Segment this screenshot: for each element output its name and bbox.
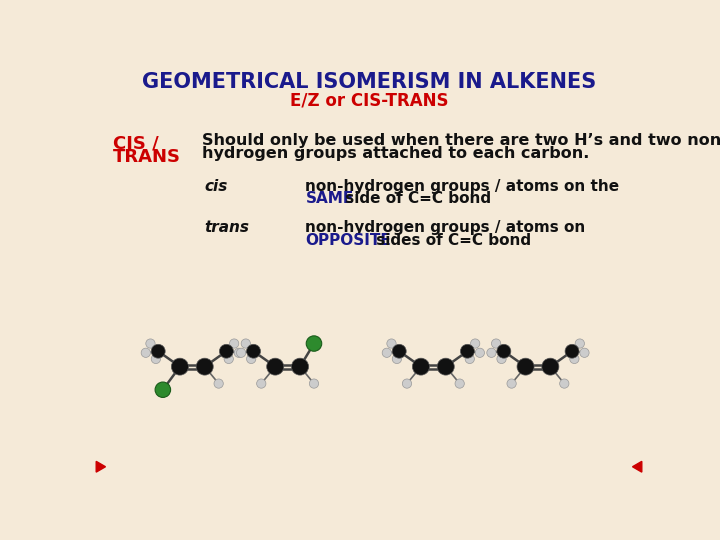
Text: CIS /: CIS / [113,134,159,152]
Circle shape [570,354,579,363]
Circle shape [256,379,266,388]
Circle shape [507,379,516,388]
Circle shape [234,348,243,357]
Circle shape [171,358,189,375]
Circle shape [387,339,396,348]
Circle shape [141,348,150,357]
Circle shape [145,339,155,348]
Circle shape [292,358,309,375]
Circle shape [151,345,165,358]
Text: side of C=C bond: side of C=C bond [340,191,490,206]
Circle shape [455,379,464,388]
Circle shape [220,345,233,358]
Circle shape [437,358,454,375]
Text: E/Z or CIS-TRANS: E/Z or CIS-TRANS [289,91,449,109]
Circle shape [575,339,585,348]
Text: trans: trans [204,220,250,235]
Circle shape [475,348,485,357]
Circle shape [310,379,319,388]
Circle shape [306,336,322,351]
Text: cis: cis [204,179,228,194]
Circle shape [559,379,569,388]
Circle shape [224,354,233,363]
Text: non-hydrogen groups / atoms on: non-hydrogen groups / atoms on [305,220,585,235]
Circle shape [492,339,500,348]
Circle shape [565,345,579,358]
Circle shape [497,345,510,358]
Text: hydrogen groups attached to each carbon.: hydrogen groups attached to each carbon. [202,146,590,161]
Circle shape [487,348,496,357]
Polygon shape [96,461,106,472]
Circle shape [461,345,474,358]
Text: GEOMETRICAL ISOMERISM IN ALKENES: GEOMETRICAL ISOMERISM IN ALKENES [142,72,596,92]
Circle shape [230,339,239,348]
Circle shape [155,382,171,397]
Circle shape [392,354,402,363]
Circle shape [413,358,429,375]
Polygon shape [632,461,642,472]
Circle shape [402,379,412,388]
Circle shape [471,339,480,348]
Circle shape [241,339,251,348]
Text: sides of C=C bond: sides of C=C bond [371,233,531,248]
Circle shape [382,348,392,357]
Circle shape [246,354,256,363]
Circle shape [236,348,246,357]
Circle shape [246,345,261,358]
Circle shape [497,354,506,363]
Circle shape [266,358,284,375]
Circle shape [517,358,534,375]
Circle shape [196,358,213,375]
Circle shape [580,348,589,357]
Text: SAME: SAME [305,191,354,206]
Circle shape [151,354,161,363]
Text: non-hydrogen groups / atoms on the: non-hydrogen groups / atoms on the [305,179,620,194]
Circle shape [465,354,474,363]
Text: TRANS: TRANS [113,148,181,166]
Text: Should only be used when there are two H’s and two non-: Should only be used when there are two H… [202,132,720,147]
Text: OPPOSITE: OPPOSITE [305,233,391,248]
Circle shape [392,345,406,358]
Circle shape [542,358,559,375]
Circle shape [214,379,223,388]
